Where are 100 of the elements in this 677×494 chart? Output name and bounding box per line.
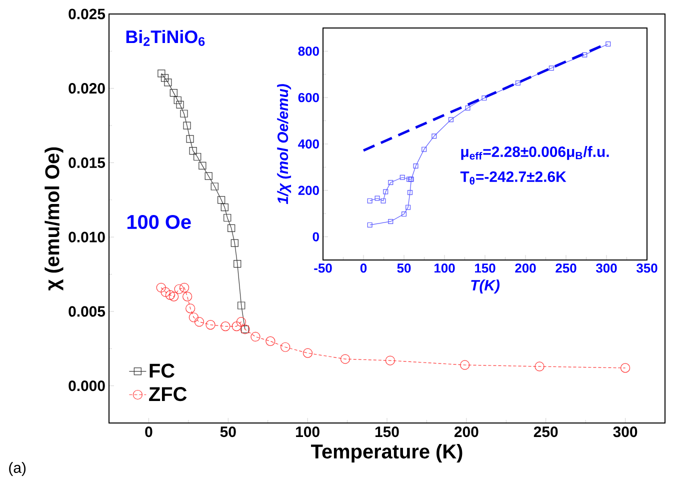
point [413, 164, 418, 169]
point [465, 106, 470, 111]
point [183, 122, 191, 130]
x-tick-label: 50 [220, 426, 236, 438]
x-tick-label: 0 [145, 426, 152, 438]
y-tick-label: 0.025 [68, 8, 106, 20]
annotation: μ$_{eff}$=2.28±0.006μ$_{B}$/f.u. [461, 146, 609, 160]
point [385, 356, 395, 366]
x-tick-label: 300 [596, 264, 617, 273]
point [204, 172, 212, 180]
point [234, 260, 242, 268]
point [232, 322, 242, 332]
point [406, 204, 411, 210]
point [198, 162, 206, 170]
y-tick-label: 0.020 [68, 83, 105, 94]
point [515, 80, 520, 86]
point [158, 70, 166, 78]
point [194, 152, 202, 161]
point [432, 134, 437, 139]
y-tick-label: 0 [312, 232, 319, 242]
point [238, 302, 246, 310]
y-tick-label: 0.005 [68, 306, 106, 317]
point [548, 66, 554, 71]
point [422, 146, 427, 152]
y-tick-label: 400 [298, 139, 319, 149]
point [367, 198, 372, 204]
annotation: Bi$_{2}$TiNiO$_{6}$ [126, 30, 205, 46]
point [374, 196, 380, 201]
x-tick-label: 150 [475, 264, 496, 273]
point [380, 198, 386, 204]
point [383, 189, 388, 194]
point [180, 110, 188, 118]
text: (a) [9, 462, 26, 476]
point [160, 287, 170, 297]
point [189, 147, 197, 155]
point [408, 190, 413, 195]
x-tick-label: 100 [296, 426, 320, 438]
point [236, 317, 246, 327]
point [186, 135, 194, 143]
point [174, 96, 182, 104]
y-tick-label: 0.015 [68, 157, 106, 168]
point [448, 117, 454, 122]
x-tick-label: 250 [556, 264, 576, 273]
point [460, 360, 470, 370]
y-tick-label: 600 [298, 93, 319, 102]
x-tick-label: 200 [515, 264, 536, 273]
legend-label: ZFC [149, 387, 187, 402]
y-tick-label: 0.000 [68, 380, 105, 392]
point [402, 212, 407, 217]
x-tick-label: 200 [454, 426, 478, 438]
point [206, 320, 216, 330]
point [176, 100, 184, 109]
point [400, 174, 405, 180]
point [164, 78, 172, 86]
y-axis-title: χ (emu/mol Oe) [44, 147, 64, 291]
y-tick-label: 200 [298, 186, 319, 195]
point [160, 74, 169, 82]
x-tick-label: 300 [613, 426, 638, 438]
point [165, 290, 175, 300]
legend-label: FC [150, 364, 174, 378]
point [169, 292, 179, 302]
point [156, 282, 166, 292]
point [388, 180, 394, 185]
point [266, 336, 276, 346]
x-tick-label: 350 [636, 264, 658, 273]
point [210, 182, 218, 190]
x-tick-label: 0 [360, 264, 367, 273]
point [406, 176, 412, 182]
point [218, 196, 226, 204]
point [340, 354, 350, 364]
point [182, 292, 192, 302]
point [534, 362, 544, 372]
x-tick-label: 250 [534, 426, 558, 438]
point [606, 41, 611, 46]
x-tick-label: 50 [397, 264, 411, 273]
x-tick-label: -50 [314, 264, 332, 273]
point [180, 282, 190, 292]
y-tick-label: 800 [298, 46, 319, 56]
y-tick-label: 0.010 [68, 232, 105, 242]
point [224, 214, 232, 222]
point [188, 312, 198, 322]
point [170, 89, 178, 97]
point [174, 284, 184, 294]
x-axis-title: T(K) [471, 280, 500, 294]
point [582, 52, 588, 58]
point [302, 348, 313, 358]
point [250, 332, 260, 342]
point [220, 204, 228, 212]
point [228, 224, 236, 232]
annotation: 100 Oe [127, 214, 191, 230]
x-tick-label: 100 [434, 264, 455, 273]
annotation: T$_{θ}$=-242.7±2.6K [460, 171, 566, 185]
x-axis-title: Temperature (K) [311, 444, 462, 463]
point [388, 218, 394, 224]
point [367, 222, 372, 228]
point [194, 317, 204, 327]
point [482, 96, 487, 101]
point [280, 342, 290, 352]
x-tick-label: 150 [375, 426, 399, 438]
point [220, 322, 230, 332]
